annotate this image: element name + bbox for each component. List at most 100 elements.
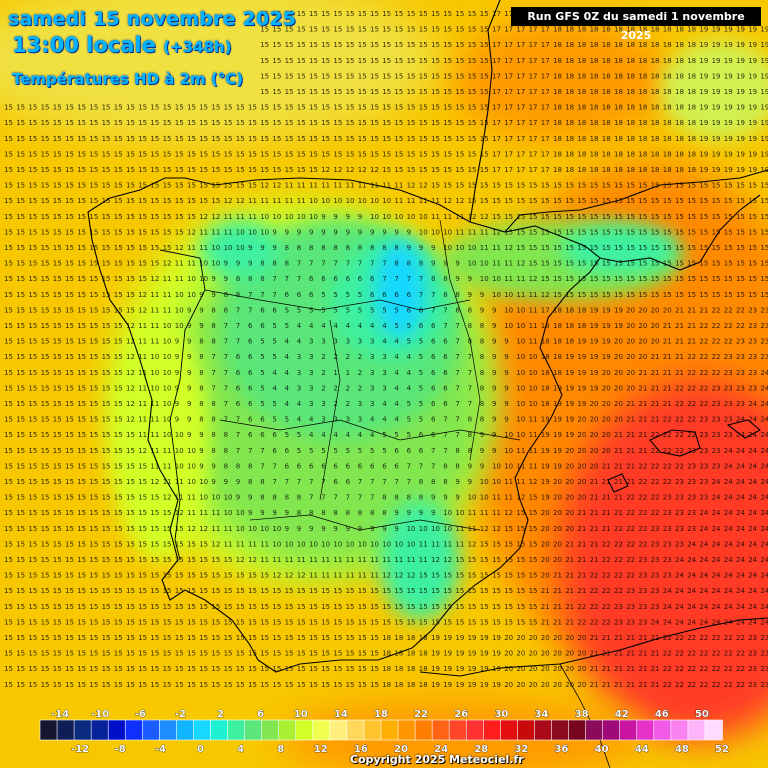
grid-value: 15	[187, 634, 196, 642]
grid-value: 10	[394, 540, 403, 548]
grid-value: 10	[175, 447, 184, 455]
grid-value: 15	[285, 135, 294, 143]
grid-value: 15	[431, 119, 440, 127]
grid-value: 3	[309, 400, 313, 408]
grid-value: 15	[41, 213, 50, 221]
grid-value: 15	[41, 275, 50, 283]
grid-value: 15	[333, 41, 342, 49]
grid-value: 18	[614, 26, 623, 34]
grid-value: 22	[651, 431, 660, 439]
grid-value: 11	[138, 384, 147, 392]
grid-value: 15	[163, 603, 172, 611]
scale-swatch	[517, 719, 536, 741]
grid-value: 15	[712, 260, 721, 268]
grid-value: 15	[321, 665, 330, 673]
grid-value: 9	[211, 275, 215, 283]
grid-value: 15	[126, 182, 135, 190]
grid-value: 6	[431, 431, 436, 439]
grid-value: 15	[28, 244, 37, 252]
grid-value: 8	[480, 338, 484, 346]
grid-value: 10	[199, 494, 208, 502]
grid-value: 24	[663, 618, 672, 626]
grid-value: 23	[699, 431, 708, 439]
grid-value: 8	[419, 260, 423, 268]
grid-value: 11	[529, 431, 538, 439]
grid-value: 15	[370, 41, 379, 49]
grid-value: 21	[638, 384, 647, 392]
grid-value: 5	[333, 291, 337, 299]
grid-value: 11	[138, 400, 147, 408]
grid-value: 15	[431, 182, 440, 190]
grid-value: 6	[407, 291, 412, 299]
grid-value: 15	[150, 603, 159, 611]
grid-value: 15	[53, 634, 62, 642]
grid-value: 12	[224, 197, 233, 205]
grid-value: 15	[333, 135, 342, 143]
grid-value: 23	[724, 431, 733, 439]
grid-value: 15	[321, 603, 330, 611]
grid-value: 20	[553, 525, 562, 533]
grid-value: 12	[211, 213, 220, 221]
scale-swatch	[261, 719, 280, 741]
grid-value: 11	[419, 540, 428, 548]
grid-value: 6	[394, 447, 399, 455]
grid-value: 21	[565, 540, 574, 548]
grid-value: 12	[541, 291, 550, 299]
grid-value: 23	[675, 509, 684, 517]
grid-value: 18	[602, 26, 611, 34]
grid-value: 17	[541, 166, 550, 174]
grid-value: 15	[699, 260, 708, 268]
grid-value: 15	[565, 260, 574, 268]
grid-value: 9	[492, 322, 496, 330]
grid-value: 15	[150, 119, 159, 127]
scale-label-top: 10	[294, 709, 308, 720]
grid-value: 15	[590, 244, 599, 252]
grid-value: 15	[28, 634, 37, 642]
grid-value: 23	[626, 603, 635, 611]
grid-value: 15	[163, 197, 172, 205]
grid-value: 15	[480, 119, 489, 127]
grid-value: 10	[529, 353, 538, 361]
grid-value: 7	[309, 260, 313, 268]
grid-value: 15	[419, 104, 428, 112]
grid-value: 23	[760, 322, 768, 330]
grid-value: 18	[590, 57, 599, 65]
grid-value: 15	[150, 525, 159, 533]
grid-value: 15	[187, 665, 196, 673]
grid-value: 8	[480, 400, 484, 408]
grid-value: 15	[53, 665, 62, 673]
grid-value: 22	[663, 416, 672, 424]
grid-value: 15	[114, 166, 123, 174]
grid-value: 5	[419, 416, 423, 424]
grid-value: 20	[565, 509, 574, 517]
grid-value: 15	[199, 150, 208, 158]
grid-value: 23	[736, 353, 745, 361]
grid-value: 23	[724, 369, 733, 377]
grid-value: 15	[529, 540, 538, 548]
grid-value: 15	[321, 634, 330, 642]
grid-value: 11	[516, 447, 525, 455]
grid-value: 15	[431, 166, 440, 174]
grid-value: 15	[602, 275, 611, 283]
grid-value: 15	[358, 587, 367, 595]
grid-value: 15	[724, 291, 733, 299]
grid-value: 3	[370, 353, 374, 361]
scale-label-bottom: 32	[514, 744, 528, 755]
grid-value: 12	[516, 494, 525, 502]
grid-value: 20	[638, 338, 647, 346]
grid-value: 15	[102, 197, 111, 205]
grid-value: 15	[199, 556, 208, 564]
grid-value: 5	[407, 416, 411, 424]
grid-value: 15	[102, 384, 111, 392]
grid-value: 15	[468, 572, 477, 580]
grid-value: 17	[504, 166, 513, 174]
grid-value: 15	[126, 213, 135, 221]
grid-value: 15	[138, 197, 147, 205]
grid-value: 7	[382, 260, 386, 268]
grid-value: 5	[309, 447, 313, 455]
grid-value: 10	[150, 353, 159, 361]
grid-value: 18	[577, 150, 586, 158]
grid-value: 15	[748, 182, 757, 190]
grid-value: 7	[285, 275, 289, 283]
grid-value: 15	[41, 338, 50, 346]
